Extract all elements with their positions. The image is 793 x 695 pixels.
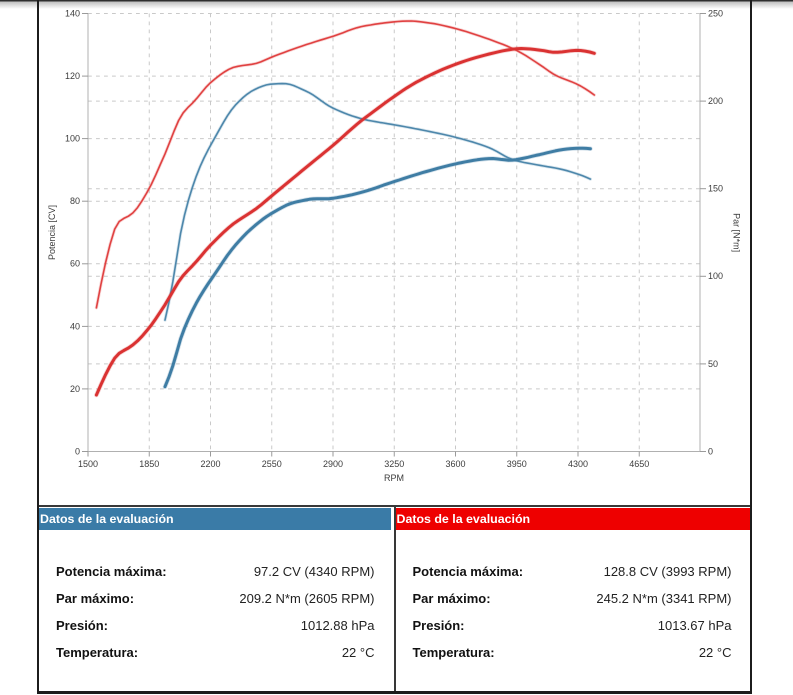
svg-text:20: 20 [70, 384, 80, 394]
svg-text:150: 150 [708, 184, 723, 194]
svg-text:2900: 2900 [323, 459, 343, 469]
svg-text:2550: 2550 [262, 459, 282, 469]
svg-text:60: 60 [70, 259, 80, 269]
svg-text:140: 140 [65, 8, 80, 18]
svg-text:3250: 3250 [384, 459, 404, 469]
svg-text:40: 40 [70, 321, 80, 331]
svg-text:Potencia [CV]: Potencia [CV] [47, 205, 57, 260]
svg-text:50: 50 [708, 359, 718, 369]
svg-text:250: 250 [708, 8, 723, 18]
svg-text:0: 0 [75, 446, 80, 456]
svg-text:200: 200 [708, 96, 723, 106]
svg-text:3600: 3600 [445, 459, 465, 469]
svg-text:3950: 3950 [507, 459, 527, 469]
svg-text:100: 100 [65, 134, 80, 144]
svg-text:4650: 4650 [629, 459, 649, 469]
svg-text:120: 120 [65, 71, 80, 81]
svg-text:Par [N*m]: Par [N*m] [731, 213, 741, 252]
svg-text:0: 0 [708, 446, 713, 456]
svg-text:100: 100 [708, 271, 723, 281]
svg-text:4300: 4300 [568, 459, 588, 469]
svg-text:1850: 1850 [139, 459, 159, 469]
svg-text:2200: 2200 [200, 459, 220, 469]
svg-text:80: 80 [70, 196, 80, 206]
svg-text:1500: 1500 [78, 459, 98, 469]
svg-text:RPM: RPM [384, 473, 404, 483]
